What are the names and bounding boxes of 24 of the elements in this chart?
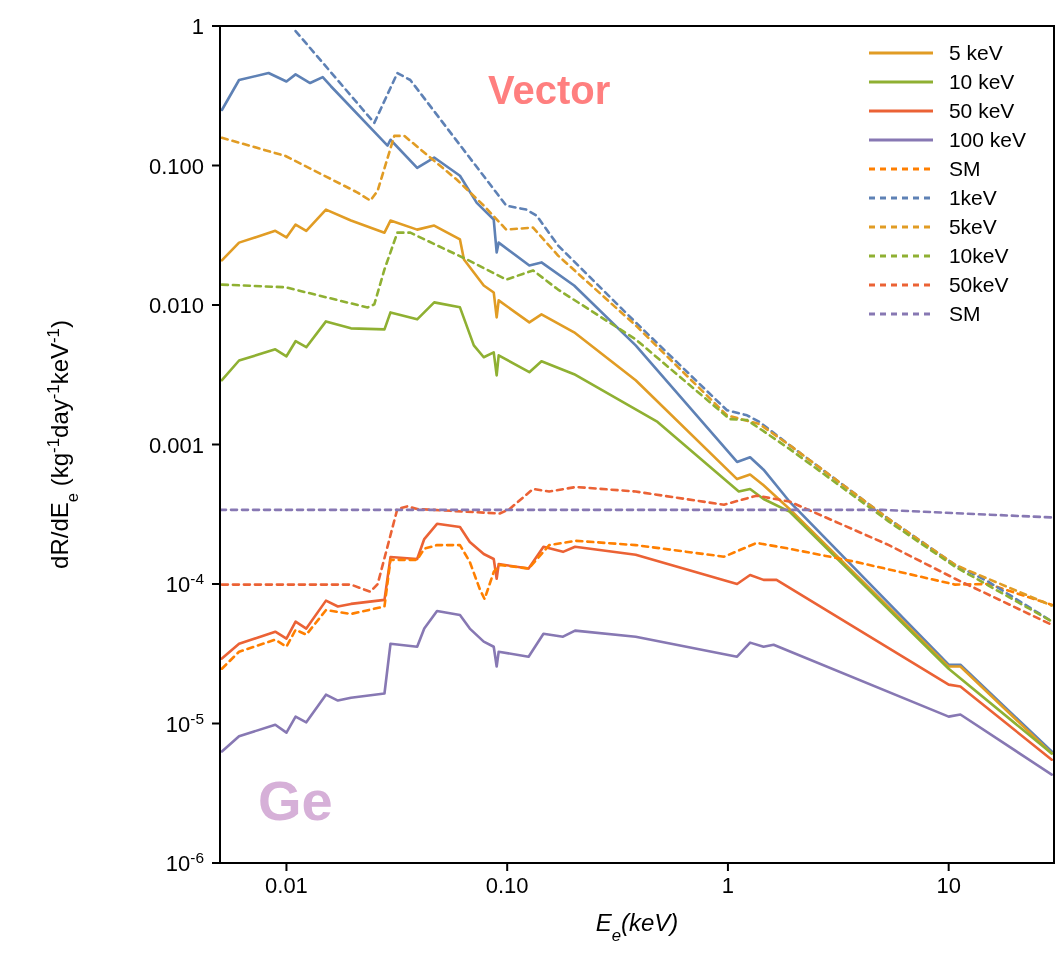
y-tick-label: 0.010 [148, 293, 204, 318]
legend-label: 5 keV [948, 40, 1003, 65]
y-tick-label: 10$^{-5}$ [165, 709, 204, 737]
legend-label: 1keV [948, 185, 997, 210]
x-axis-title: E$_{e}$(keV) [595, 909, 679, 945]
y-tick-label: 0.100 [148, 153, 204, 179]
y-tick-label: 1 [191, 14, 204, 39]
legend-label: 50keV [948, 272, 1009, 297]
x-tick-label: 0.01 [265, 873, 308, 898]
x-tick-label: 1 [721, 873, 735, 898]
legend-label: 50 keV [948, 98, 1015, 123]
legend-label: SM [948, 301, 981, 326]
y-tick-label: 10$^{-4}$ [165, 569, 205, 597]
legend-label: 100 keV [948, 127, 1026, 152]
legend-label: 10 keV [948, 69, 1015, 94]
y-tick-label: 10$^{-6}$ [165, 848, 204, 876]
annotation: Ge [258, 768, 333, 833]
x-tick-label: 0.10 [485, 873, 529, 898]
legend-label: 5keV [948, 214, 997, 239]
legend-label: 10keV [948, 243, 1009, 268]
x-tick-label: 10 [936, 873, 961, 898]
legend-label: SM [948, 156, 981, 181]
annotation: Vector [488, 68, 611, 113]
y-tick-label: 0.001 [148, 432, 204, 458]
